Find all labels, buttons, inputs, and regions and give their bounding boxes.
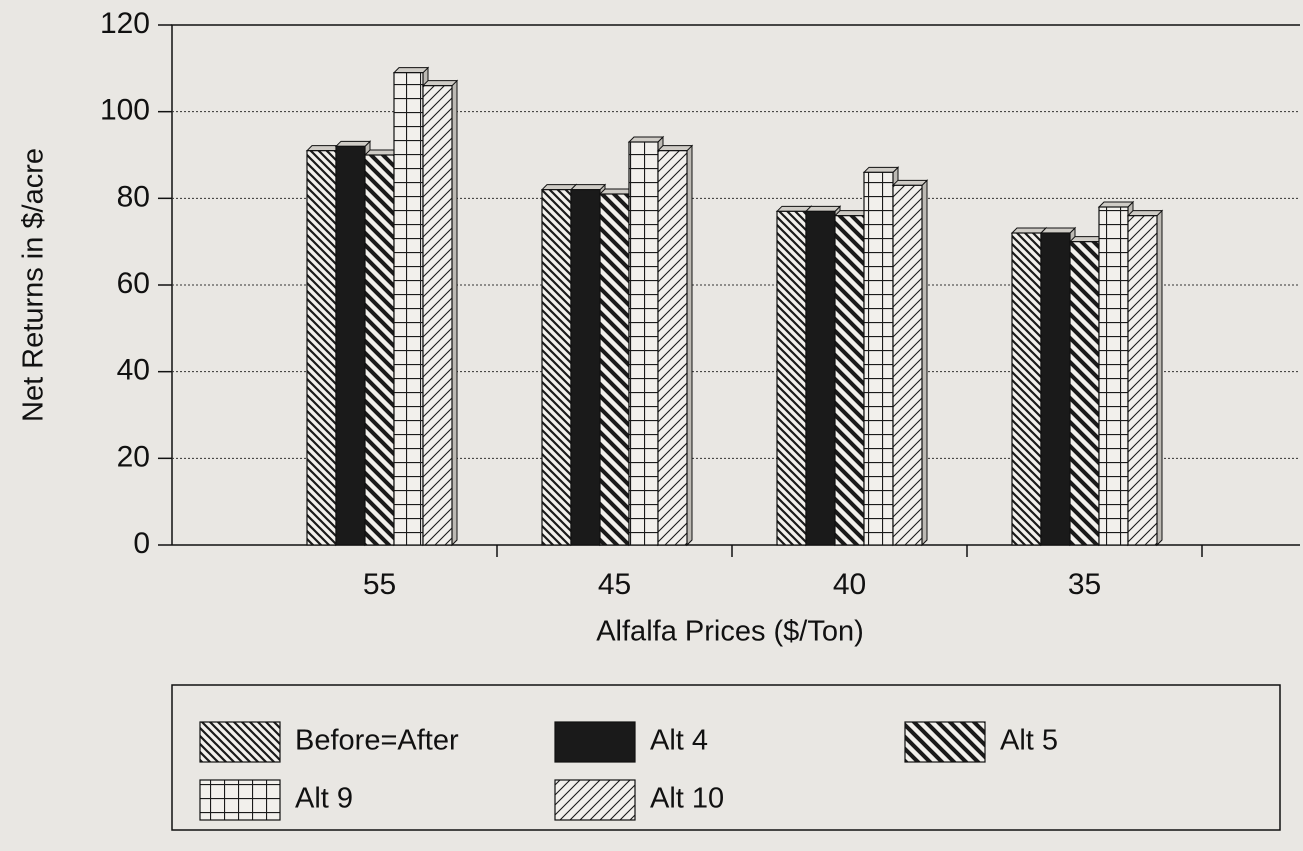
bar <box>570 189 601 546</box>
legend-label: Before=After <box>295 725 459 757</box>
bar <box>892 184 923 546</box>
bar <box>335 145 366 546</box>
bar <box>306 150 337 546</box>
x-tick-label: 40 <box>833 568 866 601</box>
bar <box>805 210 836 546</box>
bar <box>834 215 865 546</box>
bar <box>364 154 395 546</box>
x-axis-title: Alfalfa Prices ($/Ton) <box>596 616 864 648</box>
y-axis-title: Net Returns in $/acre <box>18 148 50 422</box>
legend-swatch <box>904 721 986 763</box>
legend-swatch <box>199 779 281 821</box>
bar <box>1127 215 1158 546</box>
bar-top <box>334 140 372 147</box>
bar-side <box>921 179 928 547</box>
bar-top <box>1097 201 1135 208</box>
bar <box>393 72 424 546</box>
legend-label: Alt 4 <box>650 725 708 757</box>
bar-top <box>392 67 430 74</box>
bar <box>422 85 453 546</box>
legend-label: Alt 5 <box>1000 725 1058 757</box>
bar-top <box>1126 210 1164 217</box>
legend-swatch <box>554 779 636 821</box>
bar-top <box>627 136 665 143</box>
bar-top <box>421 80 459 87</box>
bar <box>1098 206 1129 546</box>
bar-side <box>451 79 458 547</box>
bar-top <box>804 205 842 212</box>
bar <box>863 171 894 546</box>
bar <box>541 189 572 546</box>
bar-top <box>862 166 900 173</box>
bar-side <box>1156 209 1163 547</box>
x-tick-label: 55 <box>363 568 396 601</box>
bar-side <box>686 144 693 547</box>
bar-top <box>775 205 813 212</box>
y-tick-label: 100 <box>100 94 150 127</box>
x-tick-label: 35 <box>1068 568 1101 601</box>
y-tick-label: 20 <box>117 440 150 473</box>
legend-label: Alt 10 <box>650 783 724 815</box>
legend-swatch <box>554 721 636 763</box>
legend-box <box>171 684 1281 831</box>
bar <box>657 150 688 546</box>
legend-label: Alt 9 <box>295 783 353 815</box>
bar-top <box>1039 227 1077 234</box>
bar-top <box>1010 227 1048 234</box>
bar <box>1040 232 1071 546</box>
y-tick-label: 0 <box>133 527 150 560</box>
y-tick-label: 120 <box>100 7 150 40</box>
bar <box>1011 232 1042 546</box>
bar-top <box>569 184 607 191</box>
bar-top <box>540 184 578 191</box>
bar <box>599 193 630 546</box>
y-tick-label: 80 <box>117 180 150 213</box>
x-tick-label: 45 <box>598 568 631 601</box>
y-tick-label: 60 <box>117 267 150 300</box>
bar <box>776 210 807 546</box>
bar-top <box>656 145 694 152</box>
bar <box>1069 241 1100 546</box>
y-tick-label: 40 <box>117 354 150 387</box>
bar <box>628 141 659 546</box>
bar-top <box>891 179 929 186</box>
legend-swatch <box>199 721 281 763</box>
